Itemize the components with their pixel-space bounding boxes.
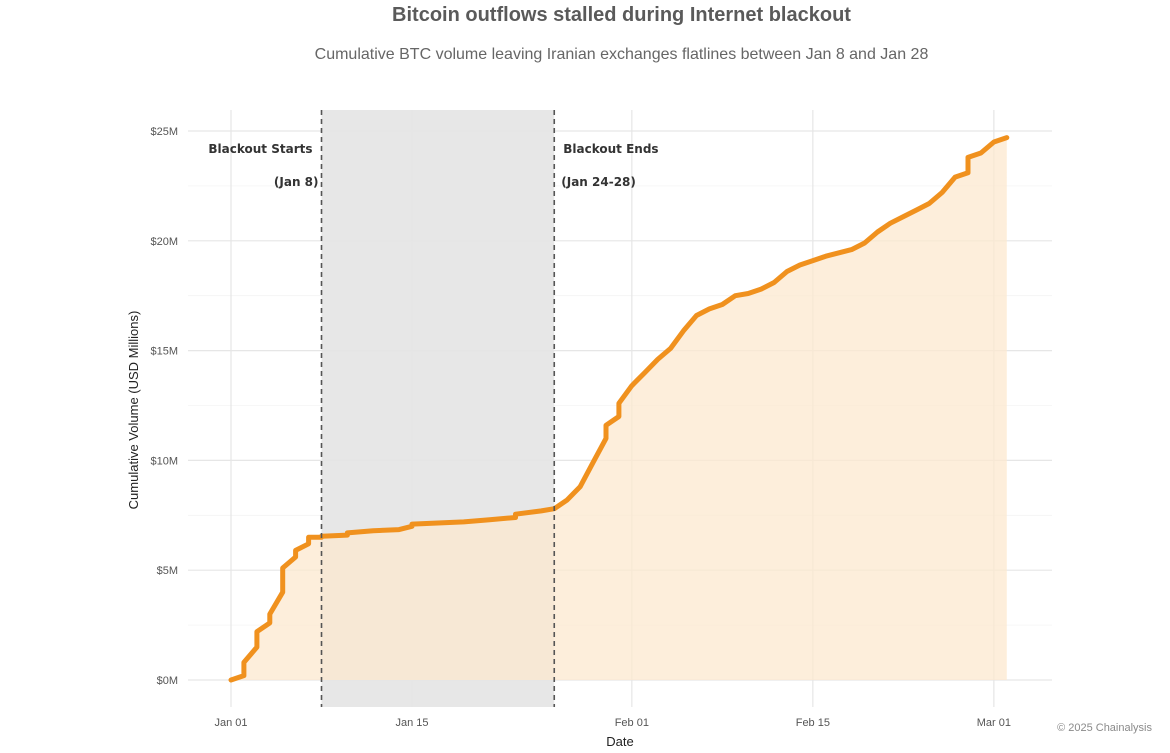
cumulative-volume-line <box>228 135 1010 683</box>
chart-subtitle: Cumulative BTC volume leaving Iranian ex… <box>314 46 929 63</box>
y-tick-label: $25M <box>150 126 178 138</box>
x-tick-label: Jan 01 <box>214 717 247 729</box>
y-tick-label: $15M <box>150 346 178 358</box>
y-tick-labels: $0M $5M $10M $15M $20M $25M <box>150 126 178 687</box>
blackout-start-label: Blackout Starts <box>208 142 312 156</box>
x-tick-label: Mar 01 <box>977 717 1011 729</box>
blackout-end-label: Blackout Ends <box>563 142 658 156</box>
y-axis-title: Cumulative Volume (USD Millions) <box>126 311 141 510</box>
x-tick-label: Jan 15 <box>396 717 429 729</box>
y-tick-label: $0M <box>157 675 178 687</box>
blackout-end-date-label: (Jan 24-28) <box>561 175 636 189</box>
y-tick-label: $20M <box>150 236 178 248</box>
x-tick-labels: Jan 01 Jan 15 Feb 01 Feb 15 Mar 01 <box>214 717 1011 729</box>
copyright-watermark: © 2025 Chainalysis <box>1057 722 1152 734</box>
blackout-start-date-label: (Jan 8) <box>274 175 319 189</box>
y-tick-label: $5M <box>157 565 178 577</box>
x-tick-label: Feb 15 <box>796 717 830 729</box>
chart-title: Bitcoin outflows stalled during Internet… <box>392 4 851 26</box>
y-tick-label: $10M <box>150 455 178 467</box>
x-axis-title: Date <box>606 734 633 749</box>
x-tick-label: Feb 01 <box>615 717 649 729</box>
